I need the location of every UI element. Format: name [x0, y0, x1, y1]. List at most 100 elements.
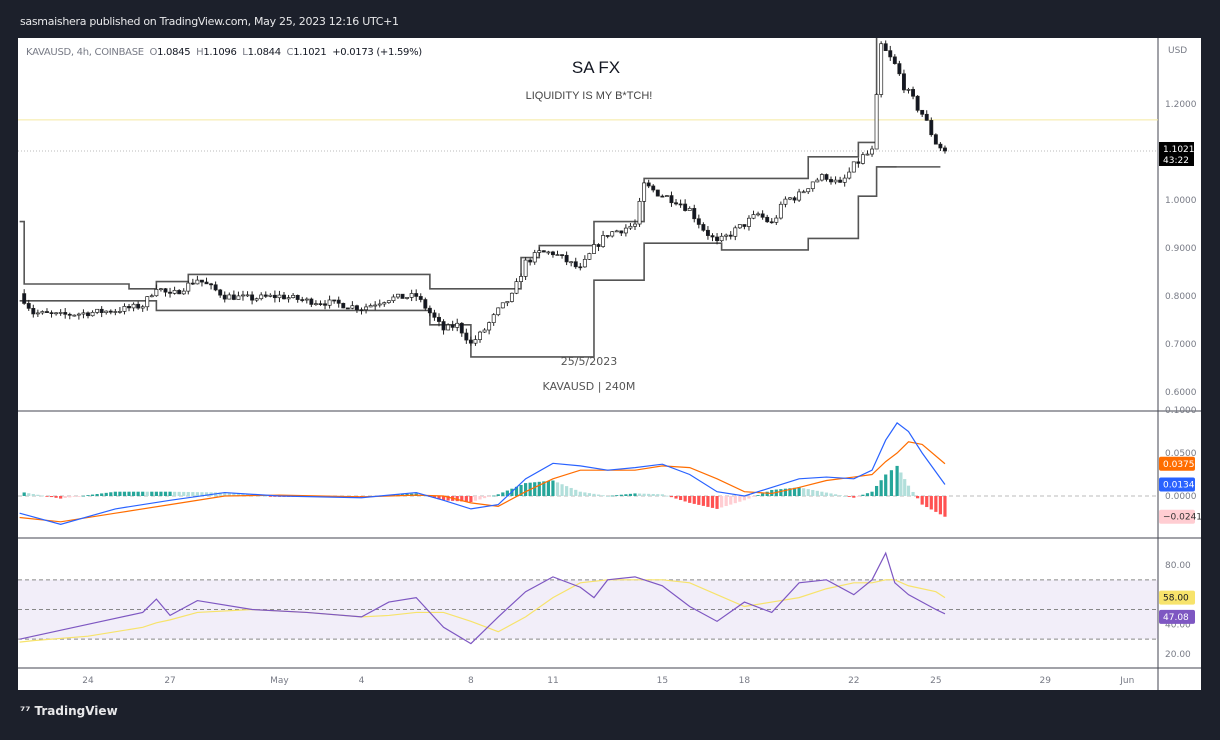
- bull-candle: [54, 312, 59, 315]
- macd-histogram-bar: [109, 492, 113, 496]
- bear-candle: [856, 161, 861, 164]
- macd-tick-label: 0.1000: [1165, 406, 1197, 416]
- bear-candle: [564, 254, 569, 263]
- bull-candle: [756, 213, 761, 216]
- bull-candle: [491, 314, 496, 323]
- macd-histogram-bar: [925, 496, 929, 508]
- bear-candle: [450, 324, 455, 328]
- bull-candle: [391, 296, 396, 302]
- bull-candle: [537, 250, 542, 253]
- macd-value-badge: [1159, 477, 1195, 492]
- high-value: 1.1096: [203, 47, 237, 58]
- price-tick-label: 1.2000: [1165, 100, 1197, 110]
- macd-tick-label: 0.0500: [1165, 449, 1197, 459]
- macd-histogram-bar: [173, 491, 177, 496]
- bull-candle: [291, 294, 296, 298]
- macd-histogram-bar: [122, 491, 127, 496]
- macd-histogram-bar: [596, 494, 601, 496]
- macd-histogram-bar: [268, 496, 272, 497]
- bull-candle: [815, 179, 820, 183]
- macd-histogram-bar: [911, 491, 915, 496]
- bear-candle: [920, 109, 925, 115]
- low-label: L: [242, 47, 248, 58]
- bear-candle: [26, 303, 31, 309]
- macd-tick-label: 0.0000: [1165, 492, 1197, 502]
- macd-histogram-bar: [715, 496, 719, 509]
- bull-candle: [487, 322, 492, 331]
- macd-histogram-bar: [68, 496, 72, 498]
- macd-histogram-bar: [524, 483, 528, 496]
- macd-histogram-bar: [824, 492, 829, 496]
- macd-histogram-bar: [113, 491, 117, 496]
- bear-candle: [824, 174, 829, 180]
- bull-candle: [774, 217, 779, 223]
- macd-histogram-bar: [204, 492, 209, 496]
- bear-candle: [127, 306, 131, 309]
- bull-candle: [870, 148, 874, 155]
- bear-candle: [222, 294, 227, 300]
- bull-candle: [90, 311, 95, 317]
- macd-histogram-bar: [651, 493, 655, 496]
- bear-candle: [715, 236, 720, 242]
- macd-histogram-bar: [537, 481, 541, 496]
- chart-frame[interactable]: SA FX LIQUIDITY IS MY B*TCH! 25/5/2023 KAVA…: [18, 38, 1201, 690]
- bull-candle: [473, 339, 478, 344]
- bear-candle: [200, 279, 204, 283]
- bear-candle: [414, 293, 419, 297]
- bull-candle: [40, 311, 45, 314]
- bear-candle: [710, 235, 715, 238]
- macd-histogram-bar: [870, 491, 874, 496]
- macd-histogram-bar: [90, 494, 95, 496]
- bear-candle: [432, 312, 437, 318]
- bull-candle: [614, 230, 619, 233]
- macd-histogram-bar: [555, 482, 560, 496]
- bull-candle: [172, 290, 177, 294]
- tradingview-logo[interactable]: ⁷⁷ TradingView: [20, 704, 118, 718]
- bear-candle: [22, 293, 27, 304]
- macd-histogram-bar: [104, 492, 108, 496]
- bear-candle: [318, 303, 323, 305]
- macd-histogram-bar: [903, 479, 907, 496]
- bear-candle: [742, 224, 747, 227]
- macd-histogram-bar: [182, 491, 186, 496]
- bear-candle: [915, 95, 920, 111]
- macd-histogram-bar: [833, 494, 838, 496]
- bull-candle: [628, 225, 633, 229]
- macd-histogram-bar: [856, 496, 860, 497]
- bear-candle: [933, 134, 938, 145]
- bull-candle: [131, 303, 136, 309]
- bull-candle: [113, 311, 118, 313]
- macd-histogram-bar: [432, 496, 437, 499]
- bear-candle: [468, 339, 473, 344]
- macd-histogram-bar: [59, 496, 63, 499]
- bull-candle: [259, 294, 264, 300]
- macd-hist-value-label: −0.0241: [1163, 513, 1201, 523]
- bull-candle: [227, 294, 232, 300]
- macd-histogram-bar: [720, 496, 724, 508]
- bear-candle: [190, 282, 195, 285]
- macd-histogram-bar: [943, 496, 947, 517]
- bear-candle: [678, 203, 683, 206]
- time-tick-label: 18: [739, 676, 751, 686]
- bull-candle: [236, 295, 241, 300]
- price-tick-label: 1.0000: [1165, 196, 1197, 206]
- rsi-ma-value-label: 58.00: [1163, 594, 1189, 604]
- low-value: 1.0844: [247, 47, 282, 58]
- bull-candle: [286, 297, 291, 300]
- macd-histogram-bar: [127, 491, 131, 496]
- macd-histogram-bar: [49, 496, 54, 498]
- bull-candle: [382, 302, 387, 305]
- bull-candle: [154, 289, 159, 297]
- bull-candle: [801, 191, 806, 194]
- bear-candle: [163, 288, 168, 293]
- macd-histogram-bar: [678, 496, 683, 501]
- bear-candle: [423, 299, 428, 309]
- close-label: C: [286, 47, 294, 58]
- chart-canvas[interactable]: SA FX LIQUIDITY IS MY B*TCH! 25/5/2023 KAVA…: [18, 38, 1201, 690]
- macd-histogram-bar: [729, 496, 733, 505]
- macd-histogram-bar: [738, 496, 742, 502]
- price-tick-label: 0.9000: [1165, 244, 1197, 254]
- macd-histogram-bar: [31, 493, 35, 496]
- bull-candle: [76, 313, 81, 316]
- bear-candle: [177, 290, 182, 295]
